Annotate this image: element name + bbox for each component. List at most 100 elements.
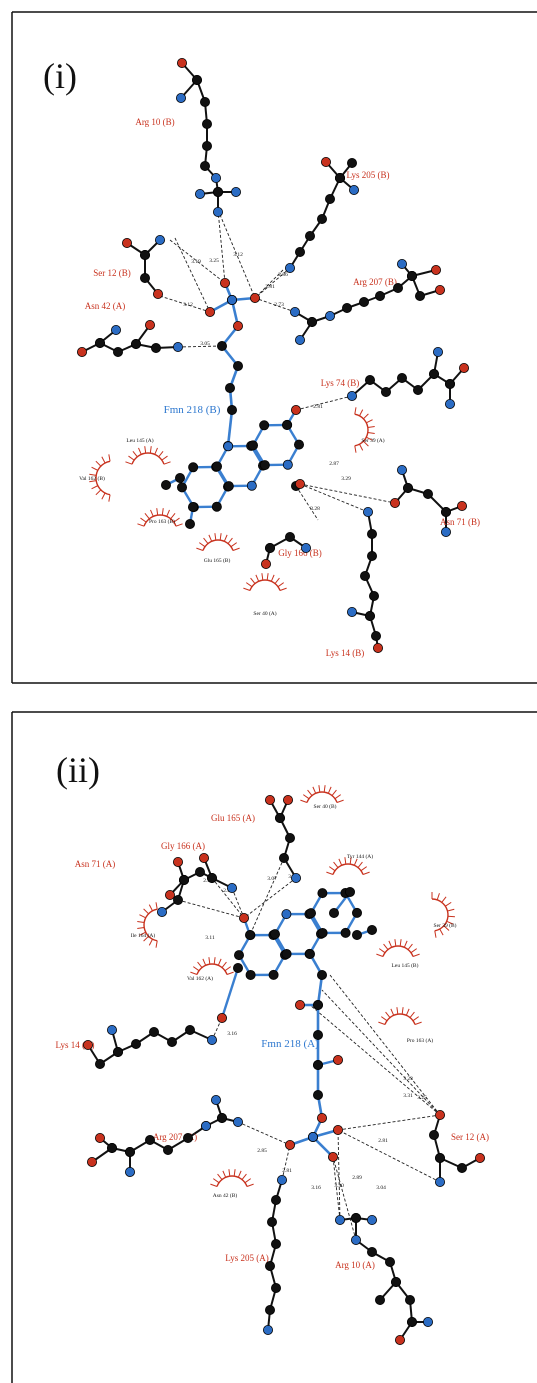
atom — [212, 502, 221, 511]
hydrophobic-spoke — [220, 533, 221, 540]
atom — [282, 949, 291, 958]
atom — [95, 1059, 104, 1068]
atom — [271, 1283, 280, 1292]
residue-label: Ser 12 (B) — [93, 268, 131, 278]
atom — [360, 571, 369, 580]
atom — [175, 473, 184, 482]
hydrophobic-spoke — [400, 939, 401, 946]
atom — [161, 480, 170, 489]
atom — [111, 325, 120, 334]
hydrophobic-spoke — [204, 538, 208, 543]
hbond — [296, 396, 352, 410]
atom — [435, 1153, 444, 1162]
atom — [265, 1261, 274, 1270]
atom — [185, 1025, 194, 1034]
hydrophobic-spoke — [150, 446, 151, 453]
hydrophobic-label: Ser 39 (A) — [361, 437, 384, 444]
atom — [217, 341, 226, 350]
hydrophobic-spoke — [271, 575, 274, 581]
atom — [220, 278, 229, 287]
atom — [429, 1130, 438, 1139]
atom — [199, 853, 208, 862]
distance-label: 2.81 — [265, 284, 275, 290]
atom — [277, 1175, 286, 1184]
hydrophobic-label: Pro 163 (A) — [407, 1037, 433, 1044]
hydrophobic-spoke — [366, 420, 372, 423]
hbond — [212, 878, 244, 918]
atom — [365, 375, 374, 384]
atom — [95, 1133, 104, 1142]
hydrophobic-spoke — [355, 446, 356, 453]
hydrophobic-spoke — [159, 451, 163, 456]
figure: (i)Fmn 218 (B)Arg 10 (B)Lys 205 (B)Ser 1… — [0, 0, 537, 1383]
residue-label: Glu 165 (A) — [211, 813, 255, 823]
hydrophobic-arc — [383, 946, 413, 957]
atom — [313, 1000, 322, 1009]
atom — [313, 1060, 322, 1069]
hydrophobic-spoke — [213, 1179, 219, 1183]
atom — [345, 887, 354, 896]
atom — [459, 363, 468, 372]
hydrophobic-spoke — [256, 575, 259, 581]
distance-label: 3.23 — [403, 1076, 413, 1082]
hydrophobic-spoke — [210, 1184, 217, 1186]
atom — [260, 461, 269, 470]
hydrophobic-spoke — [413, 954, 420, 956]
hydrophobic-spoke — [363, 872, 370, 874]
atom — [367, 1247, 376, 1256]
hydrophobic-spoke — [402, 1007, 403, 1014]
hydrophobic-spoke — [139, 915, 145, 918]
atom — [282, 420, 291, 429]
hydrophobic-spoke — [225, 967, 231, 971]
distance-label: 3.31 — [403, 1093, 413, 1099]
ligand-label: Fmn 218 (A) — [261, 1038, 319, 1050]
atom — [233, 1117, 242, 1126]
hydrophobic-spoke — [140, 518, 146, 522]
hydrophobic-label: Ser 39 (B) — [434, 922, 457, 929]
hydrophobic-spoke — [313, 787, 316, 793]
atom — [179, 875, 188, 884]
atom — [131, 339, 140, 348]
atom — [381, 387, 390, 396]
hbond — [238, 1122, 290, 1145]
labels: (i)Fmn 218 (B)Arg 10 (B)Lys 205 (B)Ser 1… — [43, 56, 489, 1270]
distance-label: 3.12 — [233, 252, 243, 258]
atom — [375, 1295, 384, 1304]
hydrophobic-spoke — [209, 535, 212, 541]
atom — [433, 347, 442, 356]
hydrophobic-spoke — [145, 513, 149, 518]
atom — [403, 483, 412, 492]
hydrophobic-label: Val 162 (A) — [187, 975, 213, 982]
atom — [441, 527, 450, 536]
hbond — [218, 210, 225, 283]
hydrophobic-spoke — [243, 588, 250, 590]
hydrophobic-spoke — [125, 462, 132, 464]
residue-label: Lys 205 (A) — [225, 1253, 269, 1263]
atom — [265, 795, 274, 804]
hydrophobic-spoke — [411, 949, 417, 953]
atom — [77, 347, 86, 356]
hydrophobic-spoke — [233, 548, 240, 550]
hydrophobic-spoke — [251, 578, 255, 583]
residue-label: Asn 71 (A) — [75, 859, 116, 869]
atom — [247, 481, 256, 490]
atom — [192, 75, 201, 84]
hydrophobic-label: Leu 145 (A) — [126, 437, 153, 444]
atom — [233, 361, 242, 370]
atom — [325, 311, 334, 320]
hydrophobic-spoke — [262, 573, 263, 580]
hydrophobic-spoke — [137, 927, 144, 928]
hydrophobic-spoke — [157, 508, 158, 515]
hbond — [330, 975, 440, 1115]
hydrophobic-spoke — [376, 954, 383, 956]
atom — [265, 543, 274, 552]
atom — [285, 1140, 294, 1149]
atom — [205, 307, 214, 316]
hbond — [338, 1115, 440, 1130]
atom — [153, 289, 162, 298]
atom — [321, 157, 330, 166]
atom — [317, 214, 326, 223]
atom — [347, 391, 356, 400]
hydrophobic-spoke — [326, 872, 333, 874]
hbond — [282, 1145, 290, 1180]
